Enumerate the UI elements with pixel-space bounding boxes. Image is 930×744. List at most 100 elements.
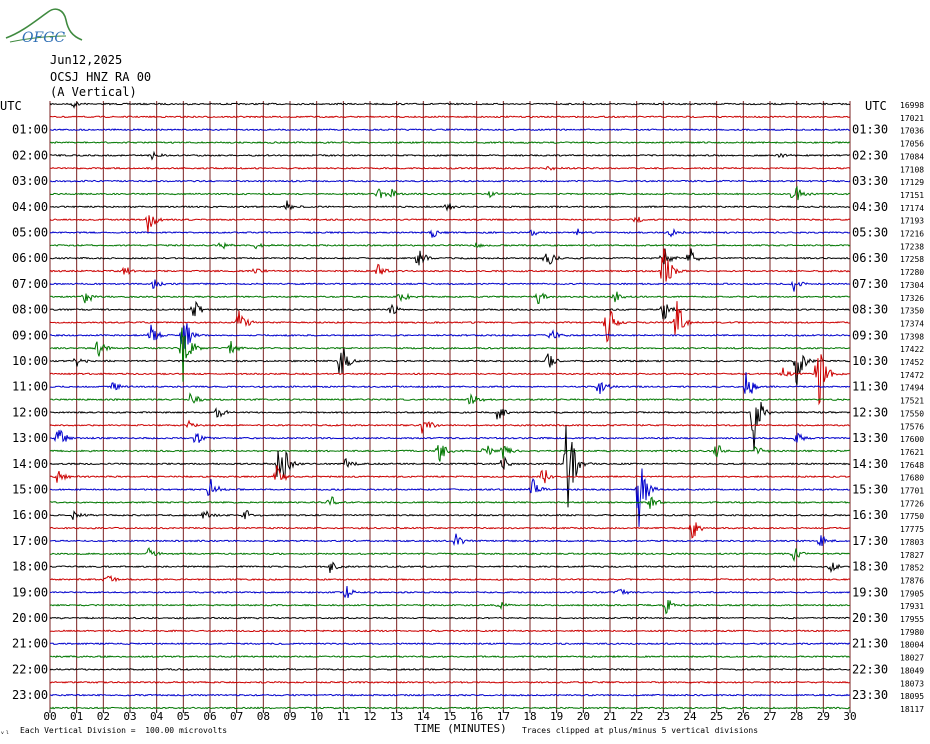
left-hour-label: 07:00 — [12, 277, 48, 291]
trace-count-label: 17852 — [900, 564, 924, 573]
trace-count-label: 17084 — [900, 152, 924, 161]
logo-text: OFGC — [22, 30, 65, 46]
trace-count-label: 17621 — [900, 448, 924, 457]
right-axis-title: UTC — [865, 99, 887, 113]
x-tick-label: 21 — [603, 710, 616, 723]
left-hour-label: 21:00 — [12, 637, 48, 651]
trace-count-label: 17521 — [900, 397, 924, 406]
trace-count-label: 17280 — [900, 268, 924, 277]
trace-line — [49, 642, 851, 646]
trace-count-label: 17452 — [900, 358, 924, 367]
trace-count-label: 18073 — [900, 679, 924, 688]
trace-line — [49, 327, 851, 382]
left-hour-label: 05:00 — [12, 226, 48, 240]
trace-line — [49, 115, 851, 119]
trace-line — [49, 150, 851, 161]
trace-line — [49, 300, 851, 320]
x-tick-label: 06 — [203, 710, 216, 723]
trace-count-label: 17216 — [900, 230, 924, 239]
right-half-hour-label: 19:30 — [852, 585, 888, 599]
trace-count-label: 17648 — [900, 461, 924, 470]
left-hour-label: 09:00 — [12, 328, 48, 342]
trace-count-label: 17151 — [900, 191, 924, 200]
trace-line — [49, 468, 851, 527]
left-hour-label: 10:00 — [12, 354, 48, 368]
trace-line — [49, 228, 851, 238]
trace-count-label: 18027 — [900, 654, 924, 663]
chart-component: (A Vertical) — [50, 85, 137, 99]
trace-line — [49, 600, 851, 615]
trace-count-label: 17600 — [900, 435, 924, 444]
trace-count-label: 17472 — [900, 371, 924, 380]
trace-line — [49, 301, 851, 343]
trace-count-label: 17726 — [900, 499, 924, 508]
left-hour-label: 22:00 — [12, 662, 48, 676]
left-hour-label: 18:00 — [12, 560, 48, 574]
left-hour-label: 11:00 — [12, 380, 48, 394]
trace-count-label: 17021 — [900, 114, 924, 123]
trace-line — [49, 693, 851, 697]
trace-line — [49, 585, 851, 599]
trace-count-label: 17876 — [900, 576, 924, 585]
trace-line — [49, 547, 851, 562]
x-tick-label: 20 — [577, 710, 590, 723]
right-half-hour-label: 21:30 — [852, 637, 888, 651]
right-half-hour-label: 11:30 — [852, 380, 888, 394]
trace-line — [49, 372, 851, 394]
trace-line — [49, 354, 851, 406]
footer-mark: ᵥₗ — [0, 727, 10, 736]
trace-line — [49, 128, 851, 132]
x-tick-label: 14 — [417, 710, 431, 723]
right-half-hour-label: 09:30 — [852, 328, 888, 342]
trace-count-label: 18095 — [900, 692, 924, 701]
x-axis-label: TIME (MINUTES) — [414, 722, 507, 735]
right-half-hour-label: 17:30 — [852, 534, 888, 548]
right-half-hour-label: 01:30 — [852, 123, 888, 137]
trace-line — [49, 101, 851, 109]
trace-line — [49, 185, 851, 201]
left-hour-label: 19:00 — [12, 585, 48, 599]
trace-line — [49, 509, 851, 520]
trace-line — [49, 429, 851, 444]
trace-line — [49, 279, 851, 292]
trace-line — [49, 348, 851, 386]
trace-count-label: 17775 — [900, 525, 924, 534]
right-half-hour-label: 07:30 — [852, 277, 888, 291]
trace-count-label: 17398 — [900, 332, 924, 341]
left-hour-label: 01:00 — [12, 123, 48, 137]
trace-count-label: 17108 — [900, 165, 924, 174]
trace-line — [49, 215, 851, 233]
left-hour-label: 16:00 — [12, 508, 48, 522]
trace-count-label: 17980 — [900, 628, 924, 637]
left-hour-label: 20:00 — [12, 611, 48, 625]
trace-line — [49, 425, 851, 508]
x-tick-label: 08 — [257, 710, 270, 723]
left-axis-title: UTC — [0, 99, 22, 113]
x-tick-label: 28 — [790, 710, 803, 723]
trace-line — [49, 323, 851, 349]
trace-line — [50, 496, 850, 509]
right-half-hour-label: 18:30 — [852, 560, 888, 574]
trace-line — [49, 574, 851, 583]
trace-line — [49, 522, 851, 539]
x-tick-label: 07 — [230, 710, 243, 723]
x-tick-label: 09 — [283, 710, 296, 723]
trace-count-label: 17750 — [900, 512, 924, 521]
trace-line — [49, 706, 851, 710]
trace-count-label: 17576 — [900, 422, 924, 431]
right-half-hour-label: 14:30 — [852, 457, 888, 471]
x-tick-label: 19 — [550, 710, 563, 723]
trace-line — [49, 248, 851, 266]
trace-line — [49, 680, 851, 684]
trace-line — [49, 533, 851, 547]
right-half-hour-label: 12:30 — [852, 405, 888, 419]
left-hour-label: 03:00 — [12, 174, 48, 188]
x-tick-label: 03 — [123, 710, 136, 723]
x-tick-label: 01 — [70, 710, 83, 723]
trace-line — [49, 248, 851, 282]
footer-clip-note: Traces clipped at plus/minus 5 vertical … — [522, 726, 759, 735]
left-hour-label: 04:00 — [12, 200, 48, 214]
x-tick-label: 11 — [337, 710, 350, 723]
